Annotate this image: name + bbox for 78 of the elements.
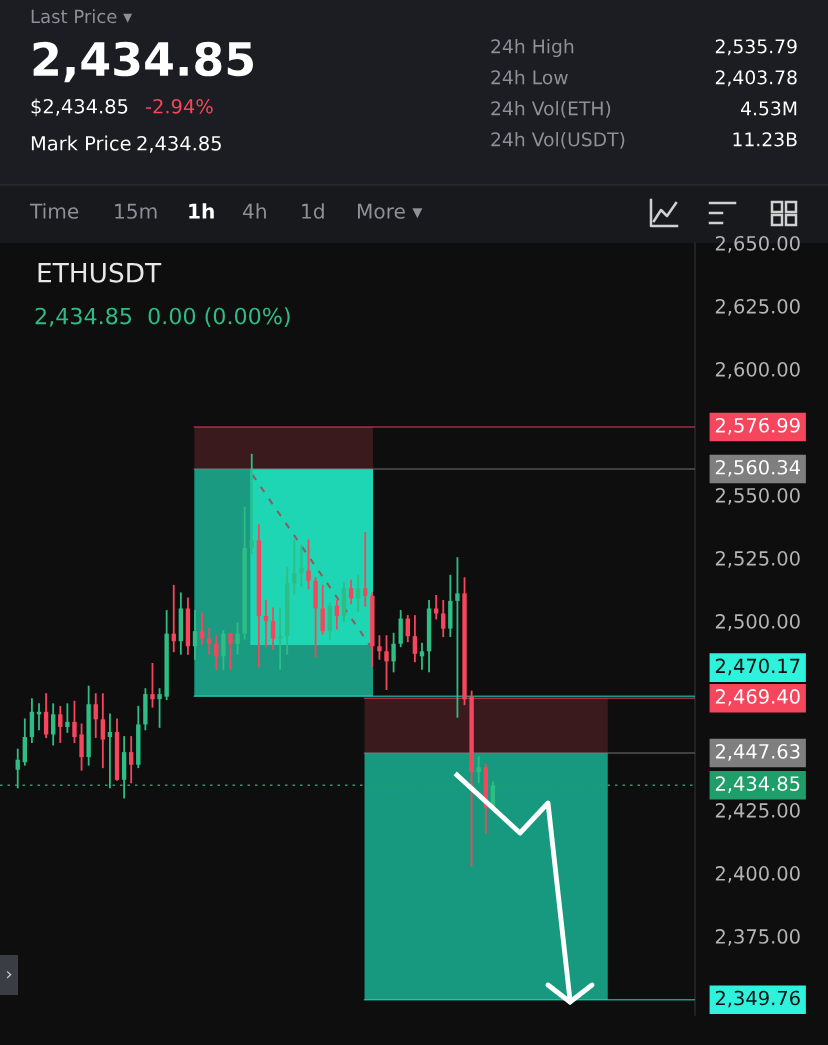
y-tick-label: 2,525.00 xyxy=(715,551,800,568)
candlestick xyxy=(100,693,106,769)
candlestick xyxy=(277,607,283,670)
y-tick-label: 2,375.00 xyxy=(715,929,800,946)
candlestick xyxy=(355,574,361,612)
candlestick xyxy=(65,703,70,733)
text: ETHUSDT xyxy=(38,262,162,283)
candlestick xyxy=(79,723,84,771)
candlestick xyxy=(150,663,155,708)
text: 2,434.85 xyxy=(33,41,253,83)
candlestick xyxy=(363,531,368,607)
text: Time xyxy=(29,203,79,219)
candlestick xyxy=(157,688,162,728)
text: 2,535.79 xyxy=(715,39,797,56)
text: Mark Price xyxy=(31,135,131,151)
ref-line-label: 2,469.40 xyxy=(715,689,800,706)
candlestick xyxy=(441,599,446,638)
candlestick xyxy=(377,635,382,660)
text: -2.94% xyxy=(145,98,213,114)
y-tick-label: 2,400.00 xyxy=(715,866,800,883)
text: 1d xyxy=(302,203,324,219)
candlestick xyxy=(72,700,77,743)
candlestick xyxy=(221,630,226,670)
text: 2,434.85 xyxy=(137,135,221,153)
y-tick-label: 2,600.00 xyxy=(715,361,800,379)
text: 24h Low xyxy=(491,69,568,85)
candlestick xyxy=(249,453,254,554)
candlestick xyxy=(129,736,134,784)
candlestick xyxy=(58,705,63,743)
candlestick xyxy=(384,635,389,691)
text: 4.53M xyxy=(740,101,797,116)
candlestick xyxy=(107,713,113,789)
text: 2,434.85 0.00 (0.00%) xyxy=(35,307,290,328)
ref-line-label: 2,434.85 xyxy=(715,776,800,793)
text: 4h xyxy=(242,203,266,219)
candlestick xyxy=(192,610,198,660)
candlestick xyxy=(391,632,396,673)
y-tick-label: 2,650.00 xyxy=(715,235,800,253)
text: 15m xyxy=(115,203,157,219)
ref-line-label: 2,560.34 xyxy=(715,459,800,477)
candlestick xyxy=(419,642,425,670)
y-tick-label: 2,425.00 xyxy=(715,803,800,820)
candlestick xyxy=(15,748,20,789)
ref-line-label: 2,349.76 xyxy=(715,990,800,1008)
candlestick xyxy=(334,599,340,630)
candlestick xyxy=(207,627,212,655)
y-tick-label: 2,625.00 xyxy=(715,298,800,316)
y-tick-label: 2,500.00 xyxy=(715,614,800,631)
text: 24h High xyxy=(491,38,574,58)
text: $2,434.85 xyxy=(31,98,128,117)
candlestick xyxy=(476,756,481,784)
candlestick xyxy=(320,584,325,635)
y-tick-label: 2,550.00 xyxy=(715,488,800,505)
candlestick xyxy=(93,693,98,738)
candlestick xyxy=(455,557,460,718)
candlestick xyxy=(228,632,233,670)
candlestick xyxy=(263,599,269,648)
ref-line-label: 2,447.63 xyxy=(715,743,800,761)
candlestick xyxy=(270,607,276,650)
candlestick xyxy=(306,539,311,590)
candlestick xyxy=(433,594,439,620)
candlestick xyxy=(348,579,354,605)
annotation: › xyxy=(7,970,12,979)
text: 24h Vol(USDT) xyxy=(491,131,625,149)
candlestick xyxy=(412,615,418,663)
candlestick xyxy=(50,703,56,746)
candlestick xyxy=(299,544,304,587)
text: 1h xyxy=(189,203,214,219)
text: 24h Vol(ETH) xyxy=(491,100,611,118)
ref-line-label: 2,576.99 xyxy=(715,417,800,435)
text: More ▾ xyxy=(357,203,423,219)
text: 2,403.78 xyxy=(715,70,797,87)
text: 11.23B xyxy=(733,132,797,147)
ref-line-label: 2,470.17 xyxy=(715,658,800,676)
candlestick xyxy=(292,539,297,595)
candlestick xyxy=(199,612,205,645)
candlestick xyxy=(235,622,240,655)
text: Last Price ▾ xyxy=(31,9,133,24)
